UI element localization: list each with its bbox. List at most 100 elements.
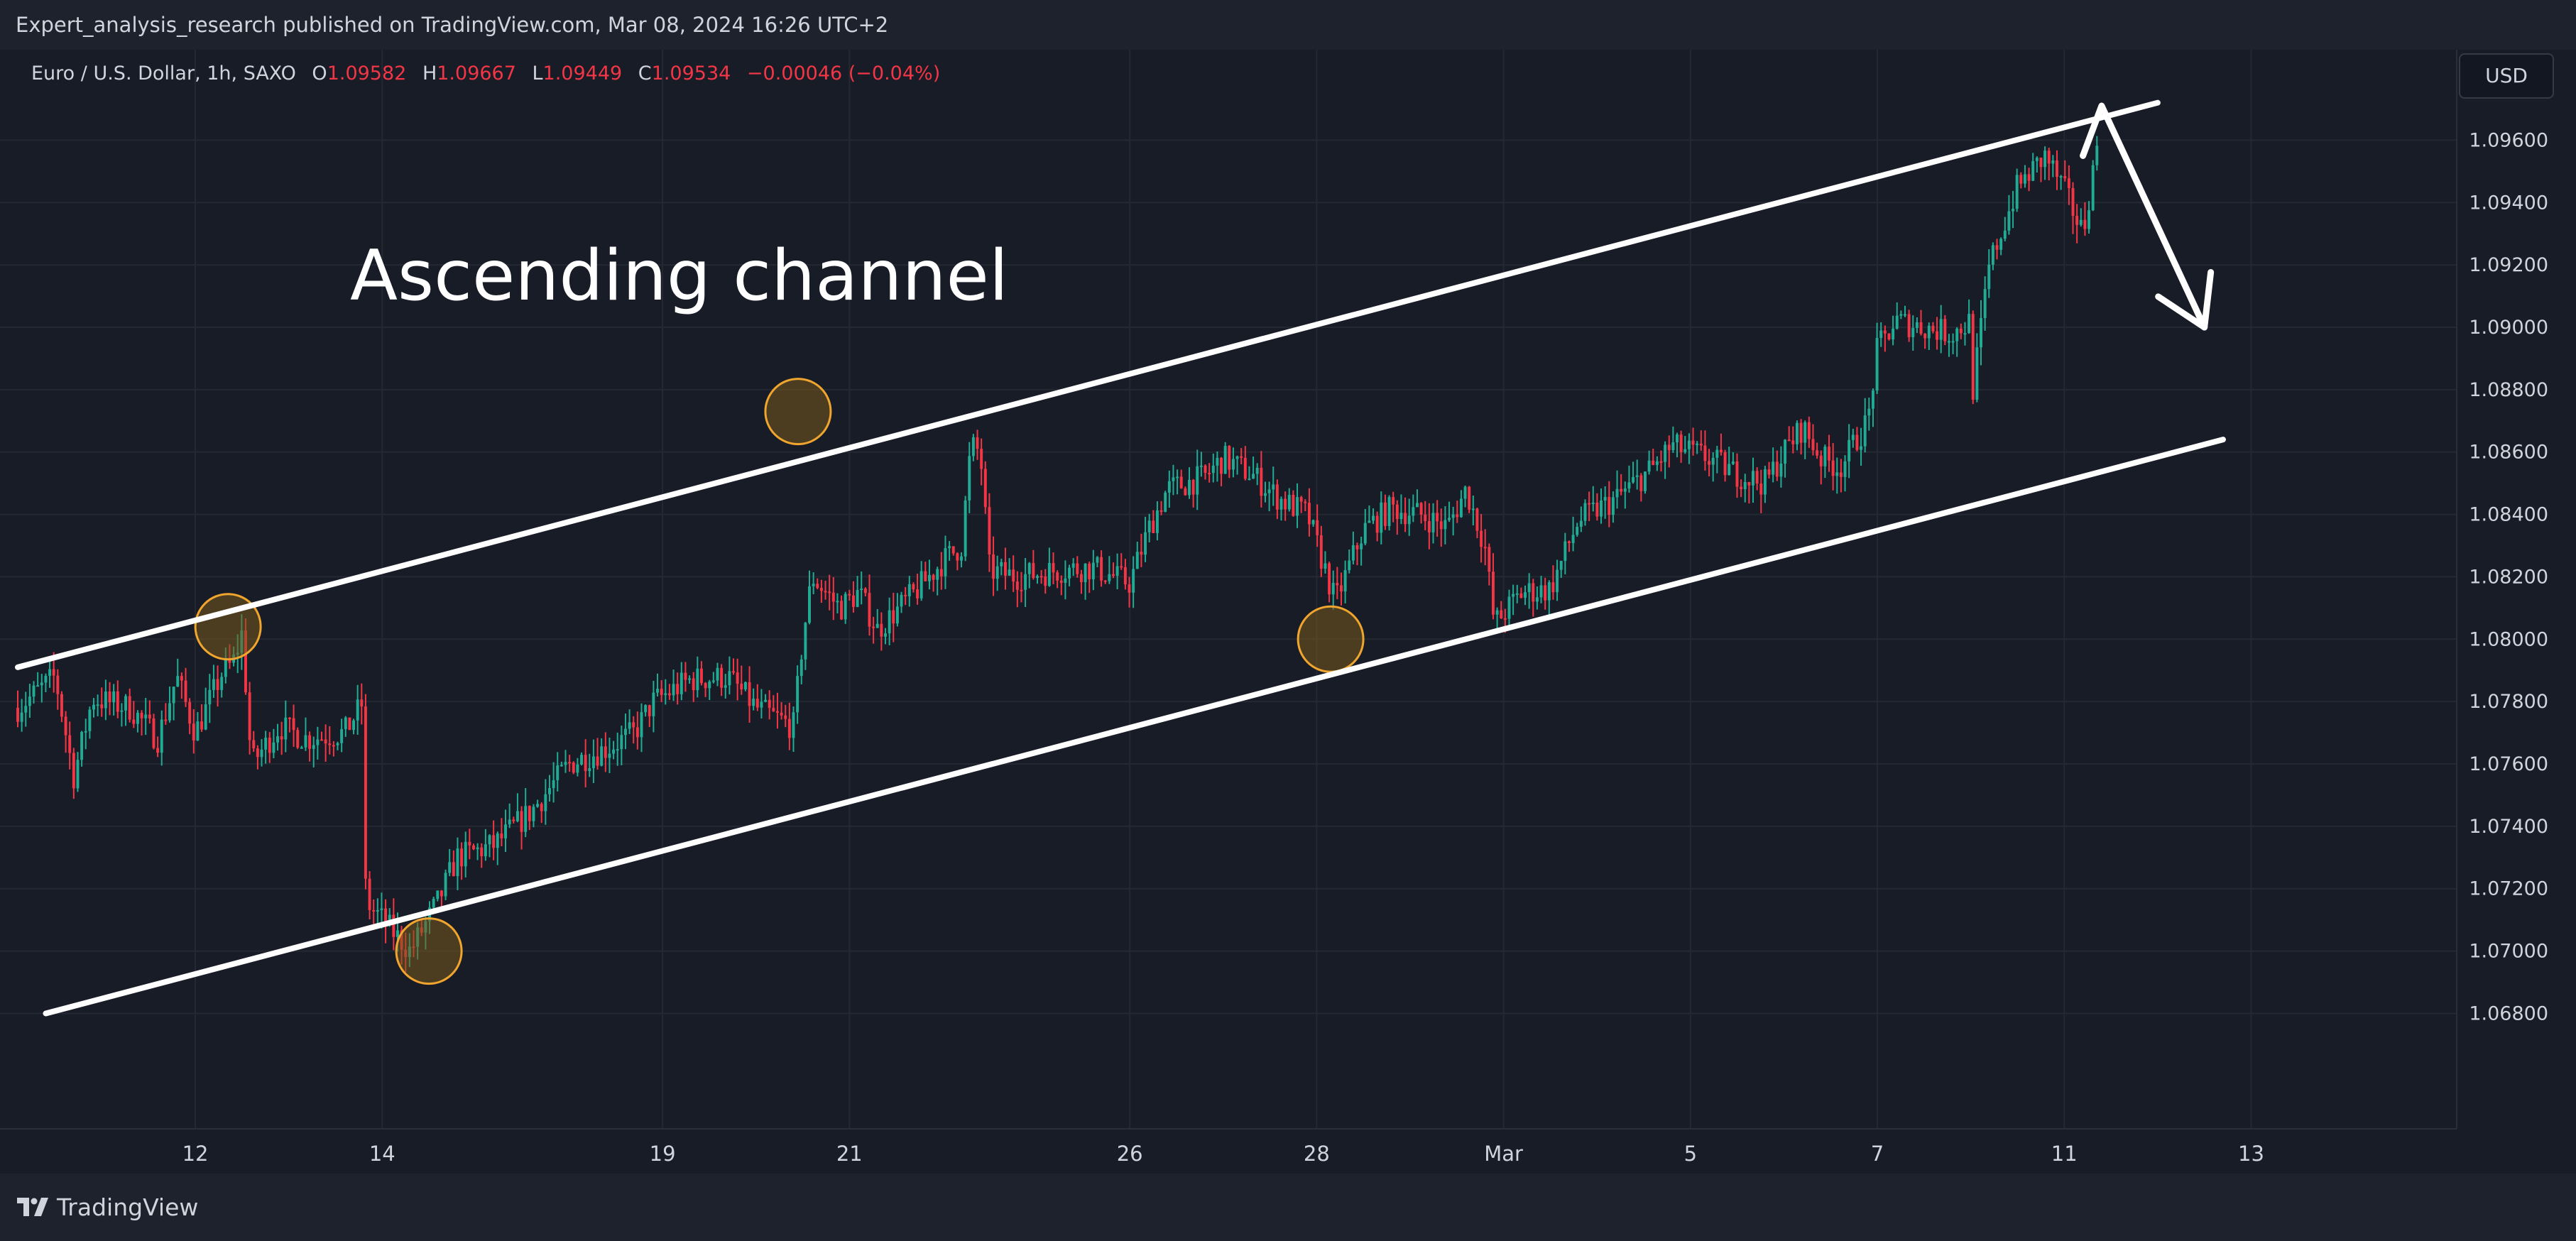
- candle-body: [1252, 474, 1255, 479]
- candle-body: [1664, 444, 1667, 462]
- candle-body: [560, 765, 563, 767]
- candle-body: [699, 668, 703, 684]
- candle-body: [1755, 471, 1759, 484]
- candle-body: [932, 574, 935, 580]
- candle-body: [180, 676, 183, 681]
- candle-body: [1851, 434, 1855, 440]
- candle-body: [736, 672, 739, 684]
- candle-body: [951, 546, 955, 554]
- candle-body: [652, 692, 655, 716]
- candle-body: [696, 668, 699, 691]
- candle-body: [995, 566, 999, 579]
- candle-body: [944, 548, 947, 576]
- candle-body: [1220, 457, 1223, 474]
- candle-body: [520, 811, 523, 832]
- candle-body: [96, 704, 99, 706]
- candle-body: [504, 824, 507, 838]
- candle-body: [1919, 322, 1923, 334]
- candle-body: [544, 794, 547, 811]
- candle-body: [76, 760, 80, 789]
- publisher-text: Expert_analysis_research published on Tr…: [16, 13, 889, 37]
- candle-body: [831, 592, 835, 602]
- candle-body: [1235, 456, 1239, 459]
- candle-body: [1879, 330, 1883, 339]
- candle-body: [136, 712, 139, 724]
- candle-body: [1167, 481, 1171, 493]
- candle-body: [547, 788, 551, 794]
- candle-body: [352, 720, 356, 731]
- candle-body: [604, 746, 607, 758]
- symbol-name[interactable]: Euro / U.S. Dollar, 1h, SAXO: [31, 62, 296, 84]
- candle-body: [24, 706, 28, 713]
- candle-body: [1611, 497, 1615, 515]
- candle-body: [716, 667, 719, 681]
- candle-body: [2007, 211, 2011, 231]
- candle-body: [680, 672, 683, 694]
- tradingview-brand[interactable]: TradingView: [17, 1189, 198, 1225]
- candle-body: [2023, 174, 2026, 184]
- candle-body: [1155, 510, 1159, 533]
- candle-body: [1027, 563, 1031, 574]
- candle-body: [1100, 557, 1103, 581]
- candle-body: [1351, 545, 1355, 561]
- candle-body: [2035, 158, 2039, 161]
- candle-body: [688, 678, 692, 680]
- price-axis[interactable]: 1.06800 1.07000 1.07200 1.07400 1.07600 1.078…: [2469, 129, 2548, 1024]
- candle-body: [1863, 415, 1867, 447]
- candle-body: [1980, 318, 1982, 348]
- currency-button[interactable]: USD: [2459, 53, 2554, 99]
- candle-body: [796, 676, 799, 713]
- candle-body: [1052, 563, 1055, 573]
- candle-body: [532, 807, 535, 821]
- candle-body: [88, 709, 92, 731]
- candle-body: [60, 694, 63, 717]
- candle-body: [888, 610, 891, 634]
- time-axis[interactable]: 12 14 19 21 26 28 Mar 5 7 11 13: [182, 1142, 2264, 1166]
- tradingview-logo-icon: [17, 1198, 48, 1216]
- candle-body: [1020, 589, 1023, 591]
- candle-body: [1939, 319, 1943, 340]
- candle-body: [1211, 465, 1215, 474]
- candle-body: [100, 704, 104, 709]
- candle-body: [1307, 503, 1311, 525]
- touch-point-circle: [764, 378, 832, 446]
- candle-body: [1243, 457, 1247, 479]
- candle-body: [1703, 445, 1707, 461]
- candle-body: [112, 691, 116, 703]
- candle-body: [1204, 465, 1207, 474]
- high-label: H: [422, 62, 437, 84]
- candle-body: [1311, 520, 1315, 525]
- candle-body: [804, 623, 807, 660]
- candle-body: [1527, 583, 1531, 593]
- candle-body: [840, 601, 844, 620]
- price-tick-label: 1.07000: [2469, 941, 2548, 963]
- candle-body: [983, 469, 987, 508]
- candle-body: [792, 712, 795, 738]
- candle-body: [612, 749, 616, 754]
- candle-body: [1044, 576, 1047, 586]
- candle-body: [880, 623, 883, 637]
- candle-body: [440, 890, 443, 897]
- candle-body: [1600, 500, 1603, 517]
- time-tick-label: 12: [182, 1142, 209, 1166]
- candle-body: [1355, 545, 1359, 550]
- candle-body: [1188, 479, 1191, 496]
- candle-body: [296, 730, 300, 748]
- candle-body: [1752, 471, 1754, 486]
- candle-body: [1679, 434, 1683, 452]
- candle-body: [672, 684, 675, 696]
- candle-body: [248, 692, 251, 740]
- candle-body: [1272, 484, 1275, 490]
- candle-body: [1915, 322, 1919, 329]
- candle-body: [1068, 567, 1071, 579]
- candle-body: [1456, 514, 1459, 518]
- candle-body: [168, 703, 171, 721]
- price-chart[interactable]: 1.06800 1.07000 1.07200 1.07400 1.07600 1.078…: [0, 50, 2576, 1174]
- chart-pane[interactable]: 1.06800 1.07000 1.07200 1.07400 1.07600 1.078…: [0, 50, 2576, 1174]
- candle-body: [356, 699, 359, 721]
- candle-body: [1380, 502, 1383, 533]
- candle-body: [1887, 333, 1891, 340]
- candle-body: [648, 705, 651, 716]
- candle-body: [396, 930, 399, 937]
- candle-body: [1512, 594, 1515, 597]
